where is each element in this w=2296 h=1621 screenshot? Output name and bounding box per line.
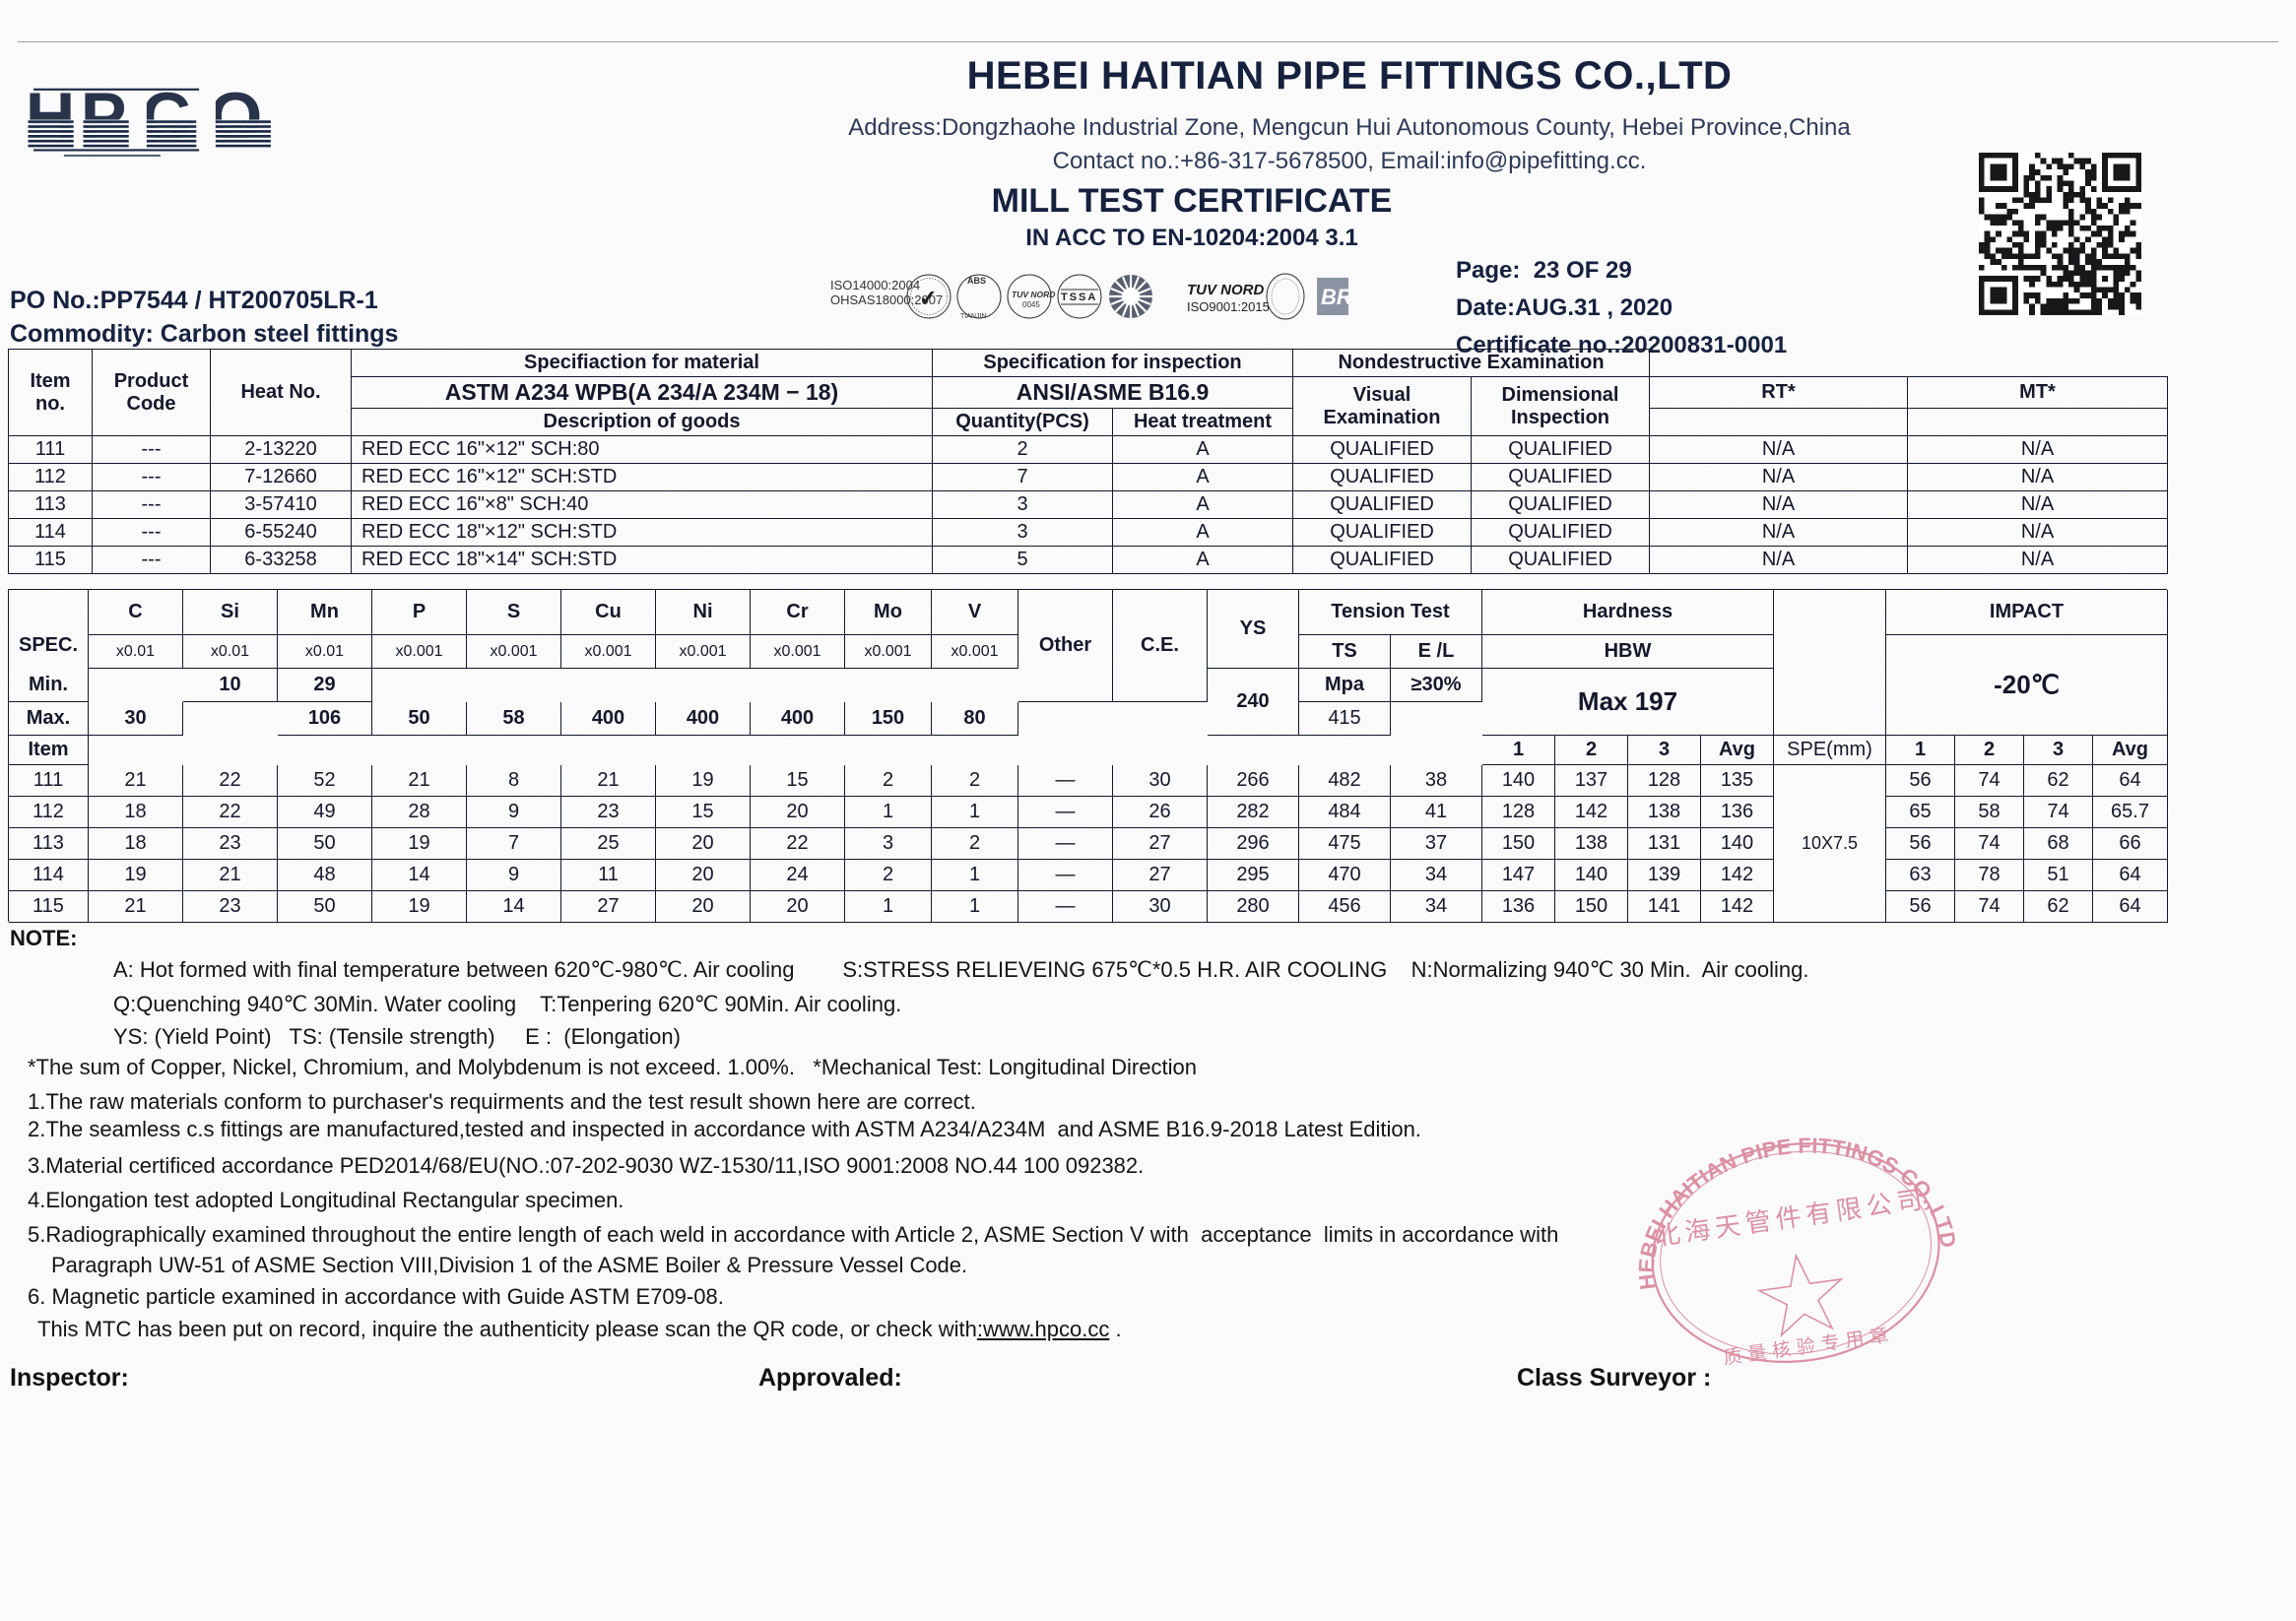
svg-text:0045: 0045	[1022, 300, 1040, 309]
svg-text:ISO14000:2004: ISO14000:2004	[830, 278, 920, 292]
svg-text:TSSA: TSSA	[1061, 292, 1097, 303]
svg-text:TIANJIN: TIANJIN	[960, 313, 986, 320]
svg-text:TUV NORD: TUV NORD	[1187, 282, 1265, 298]
svg-text:ABS: ABS	[967, 276, 986, 286]
svg-text:质量核验专用章: 质量核验专用章	[1722, 1324, 1895, 1369]
svg-text:BR: BR	[1321, 285, 1352, 309]
svg-text:ISO9001:2015: ISO9001:2015	[1187, 299, 1270, 314]
svg-text:TUV NORD: TUV NORD	[1012, 290, 1055, 299]
svg-text:✓: ✓	[919, 286, 937, 310]
